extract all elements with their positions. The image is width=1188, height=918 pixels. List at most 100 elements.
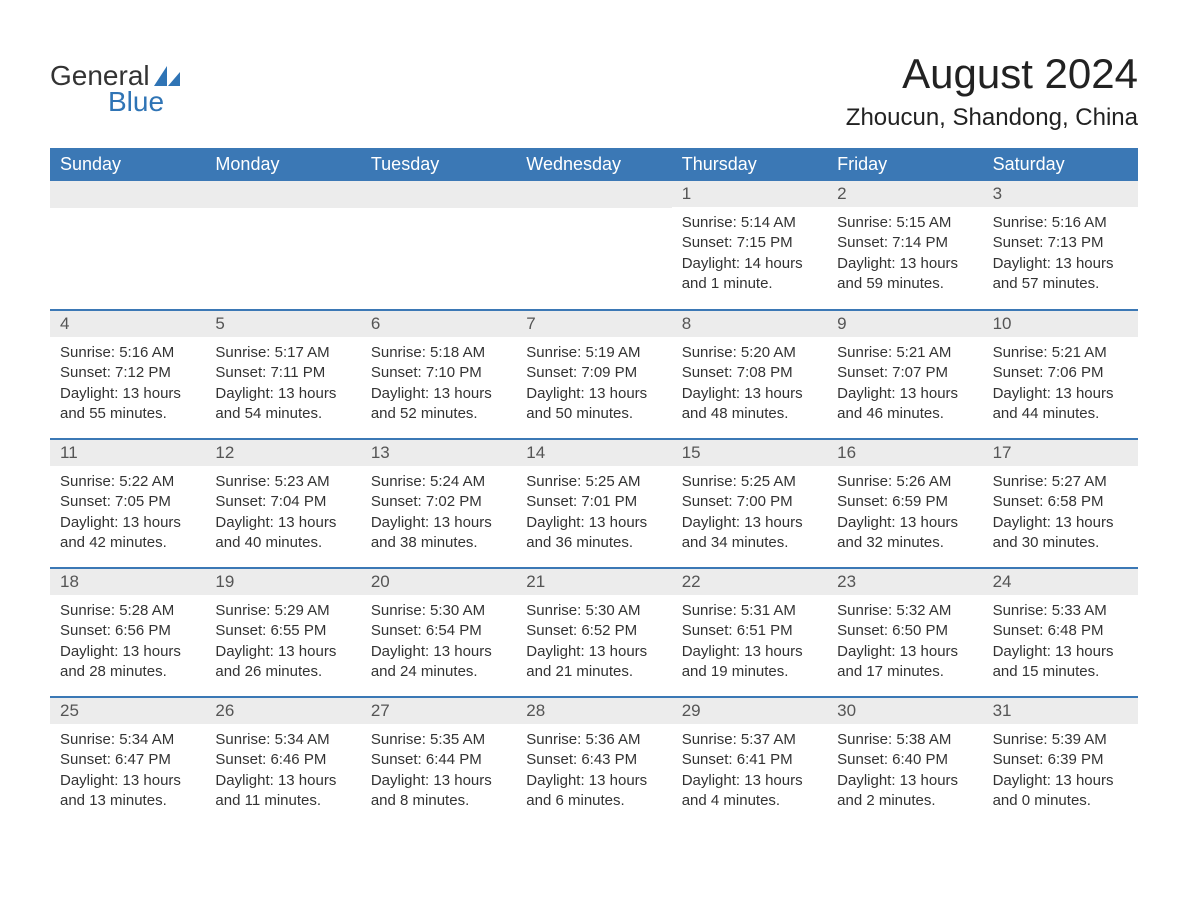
day-d1: Daylight: 13 hours [371,642,506,662]
day-cell: 27Sunrise: 5:35 AMSunset: 6:44 PMDayligh… [361,698,516,825]
day-number: 26 [205,698,360,724]
day-sunrise: Sunrise: 5:30 AM [371,601,506,621]
day-d1: Daylight: 13 hours [837,771,972,791]
day-d1: Daylight: 13 hours [993,771,1128,791]
day-cell: 25Sunrise: 5:34 AMSunset: 6:47 PMDayligh… [50,698,205,825]
day-d1: Daylight: 13 hours [993,642,1128,662]
day-cell: 18Sunrise: 5:28 AMSunset: 6:56 PMDayligh… [50,569,205,696]
weekday-header: Sunday [50,148,205,181]
day-sunset: Sunset: 7:02 PM [371,492,506,512]
day-d1: Daylight: 13 hours [837,254,972,274]
location: Zhoucun, Shandong, China [846,104,1138,132]
day-body: Sunrise: 5:39 AMSunset: 6:39 PMDaylight:… [983,724,1138,825]
weeks-container: 1Sunrise: 5:14 AMSunset: 7:15 PMDaylight… [50,181,1138,825]
day-body: Sunrise: 5:21 AMSunset: 7:06 PMDaylight:… [983,337,1138,438]
day-cell: 5Sunrise: 5:17 AMSunset: 7:11 PMDaylight… [205,311,360,438]
day-sunrise: Sunrise: 5:25 AM [682,472,817,492]
day-body: Sunrise: 5:31 AMSunset: 6:51 PMDaylight:… [672,595,827,696]
day-sunrise: Sunrise: 5:38 AM [837,730,972,750]
day-cell: 24Sunrise: 5:33 AMSunset: 6:48 PMDayligh… [983,569,1138,696]
day-number: 31 [983,698,1138,724]
day-number: 28 [516,698,671,724]
empty-day-header [205,181,360,208]
day-d1: Daylight: 13 hours [371,384,506,404]
day-cell: 1Sunrise: 5:14 AMSunset: 7:15 PMDaylight… [672,181,827,309]
day-cell: 12Sunrise: 5:23 AMSunset: 7:04 PMDayligh… [205,440,360,567]
day-d2: and 4 minutes. [682,791,817,811]
title-block: August 2024 Zhoucun, Shandong, China [846,50,1138,132]
month-title: August 2024 [846,50,1138,98]
week-row: 11Sunrise: 5:22 AMSunset: 7:05 PMDayligh… [50,438,1138,567]
day-d1: Daylight: 13 hours [526,771,661,791]
day-body: Sunrise: 5:27 AMSunset: 6:58 PMDaylight:… [983,466,1138,567]
day-d2: and 48 minutes. [682,404,817,424]
day-body: Sunrise: 5:36 AMSunset: 6:43 PMDaylight:… [516,724,671,825]
day-number: 2 [827,181,982,207]
day-sunset: Sunset: 7:06 PM [993,363,1128,383]
day-d2: and 55 minutes. [60,404,195,424]
day-d1: Daylight: 13 hours [682,513,817,533]
day-sunset: Sunset: 7:13 PM [993,233,1128,253]
week-row: 4Sunrise: 5:16 AMSunset: 7:12 PMDaylight… [50,309,1138,438]
day-body: Sunrise: 5:28 AMSunset: 6:56 PMDaylight:… [50,595,205,696]
day-number: 3 [983,181,1138,207]
day-d2: and 17 minutes. [837,662,972,682]
day-d1: Daylight: 13 hours [60,513,195,533]
day-number: 14 [516,440,671,466]
day-d2: and 50 minutes. [526,404,661,424]
day-number: 23 [827,569,982,595]
day-body: Sunrise: 5:34 AMSunset: 6:46 PMDaylight:… [205,724,360,825]
day-d1: Daylight: 13 hours [682,771,817,791]
day-d2: and 13 minutes. [60,791,195,811]
day-number: 29 [672,698,827,724]
day-sunrise: Sunrise: 5:20 AM [682,343,817,363]
day-body: Sunrise: 5:24 AMSunset: 7:02 PMDaylight:… [361,466,516,567]
week-row: 18Sunrise: 5:28 AMSunset: 6:56 PMDayligh… [50,567,1138,696]
day-cell [205,181,360,309]
day-sunrise: Sunrise: 5:33 AM [993,601,1128,621]
day-cell: 11Sunrise: 5:22 AMSunset: 7:05 PMDayligh… [50,440,205,567]
day-d2: and 28 minutes. [60,662,195,682]
day-cell: 28Sunrise: 5:36 AMSunset: 6:43 PMDayligh… [516,698,671,825]
day-sunrise: Sunrise: 5:18 AM [371,343,506,363]
day-number: 6 [361,311,516,337]
day-sunrise: Sunrise: 5:36 AM [526,730,661,750]
day-d1: Daylight: 13 hours [993,254,1128,274]
day-d1: Daylight: 13 hours [60,771,195,791]
day-sunset: Sunset: 6:44 PM [371,750,506,770]
day-d1: Daylight: 13 hours [993,513,1128,533]
weekday-header: Saturday [983,148,1138,181]
day-d1: Daylight: 13 hours [993,384,1128,404]
day-number: 4 [50,311,205,337]
day-cell: 4Sunrise: 5:16 AMSunset: 7:12 PMDaylight… [50,311,205,438]
day-d2: and 24 minutes. [371,662,506,682]
day-body: Sunrise: 5:22 AMSunset: 7:05 PMDaylight:… [50,466,205,567]
day-d2: and 0 minutes. [993,791,1128,811]
day-body: Sunrise: 5:38 AMSunset: 6:40 PMDaylight:… [827,724,982,825]
day-sunrise: Sunrise: 5:31 AM [682,601,817,621]
day-d1: Daylight: 13 hours [60,384,195,404]
day-sunrise: Sunrise: 5:39 AM [993,730,1128,750]
day-body: Sunrise: 5:29 AMSunset: 6:55 PMDaylight:… [205,595,360,696]
day-sunrise: Sunrise: 5:34 AM [60,730,195,750]
day-body: Sunrise: 5:30 AMSunset: 6:54 PMDaylight:… [361,595,516,696]
day-sunset: Sunset: 7:14 PM [837,233,972,253]
day-sunset: Sunset: 6:46 PM [215,750,350,770]
day-number: 13 [361,440,516,466]
day-body: Sunrise: 5:21 AMSunset: 7:07 PMDaylight:… [827,337,982,438]
day-cell: 14Sunrise: 5:25 AMSunset: 7:01 PMDayligh… [516,440,671,567]
day-d2: and 32 minutes. [837,533,972,553]
day-sunset: Sunset: 7:01 PM [526,492,661,512]
day-d2: and 8 minutes. [371,791,506,811]
day-sunset: Sunset: 6:55 PM [215,621,350,641]
empty-day-header [361,181,516,208]
day-sunset: Sunset: 7:12 PM [60,363,195,383]
day-number: 10 [983,311,1138,337]
day-sunrise: Sunrise: 5:26 AM [837,472,972,492]
day-sunrise: Sunrise: 5:32 AM [837,601,972,621]
day-number: 11 [50,440,205,466]
day-sunset: Sunset: 7:11 PM [215,363,350,383]
day-d1: Daylight: 13 hours [215,771,350,791]
day-cell: 17Sunrise: 5:27 AMSunset: 6:58 PMDayligh… [983,440,1138,567]
day-sunset: Sunset: 6:58 PM [993,492,1128,512]
